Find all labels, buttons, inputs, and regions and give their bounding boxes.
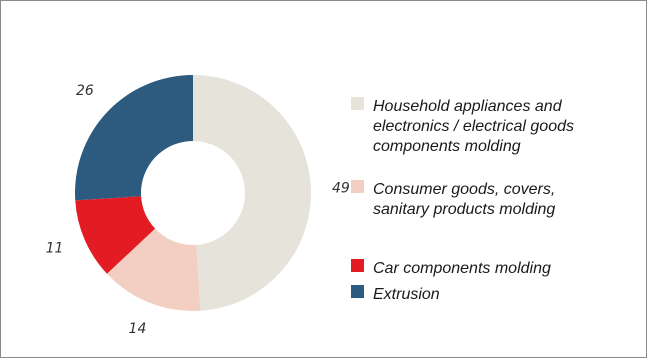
donut-slice-4: [75, 75, 193, 201]
legend-label-1-line-3: components molding: [373, 138, 521, 155]
legend-label-1-line-1: Household appliances and: [373, 98, 563, 115]
legend-swatch-3: [351, 259, 364, 272]
legend-label-2-line-2: sanitary products molding: [373, 201, 555, 218]
legend-label-1-line-2: electronics / electrical goods: [373, 118, 574, 135]
slice-value-label-2: 14: [129, 321, 147, 337]
slice-value-label-3: 11: [46, 241, 64, 257]
donut-slice-1: [193, 75, 312, 311]
donut-slice-2: [106, 228, 201, 312]
donut-slice-3: [75, 196, 156, 274]
legend-label-3-line-1: Car components molding: [373, 260, 551, 277]
legend-swatch-1: [351, 97, 364, 110]
legend-label-4-line-1: Extrusion: [373, 286, 440, 303]
legend-label-2-line-1: Consumer goods, covers,: [373, 181, 555, 198]
legend-swatch-4: [351, 285, 364, 298]
slice-value-label-1: 49: [332, 181, 350, 197]
legend-swatch-2: [351, 180, 364, 193]
slice-value-label-4: 26: [76, 83, 94, 99]
